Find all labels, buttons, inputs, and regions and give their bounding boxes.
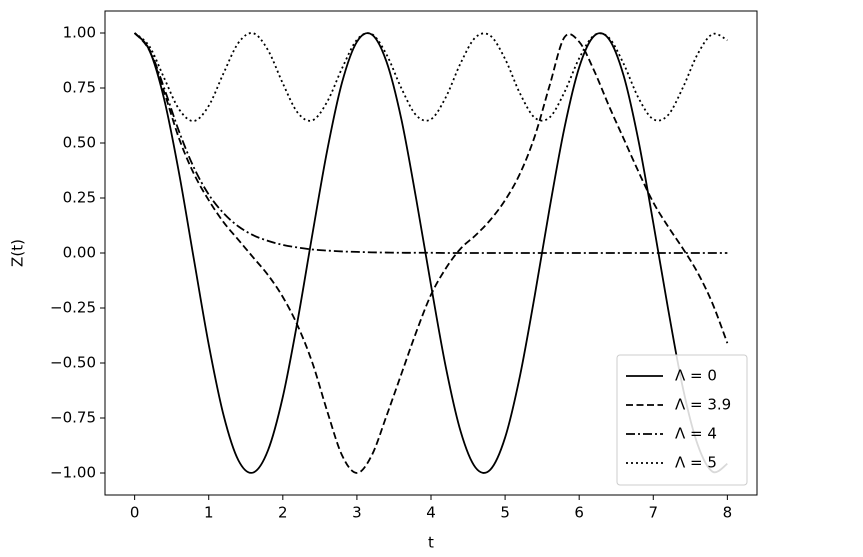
series-line xyxy=(133,32,729,474)
y-tick-label: 0.00 xyxy=(63,244,96,262)
y-tick-label: −0.25 xyxy=(50,299,96,317)
x-tick-label: 0 xyxy=(130,504,140,522)
legend-box xyxy=(616,354,748,486)
series-line xyxy=(134,32,728,122)
x-tick-label: 5 xyxy=(500,504,510,522)
y-tick-label: −0.75 xyxy=(50,409,96,427)
x-tick-label: 8 xyxy=(723,504,733,522)
plot-area xyxy=(133,32,729,474)
x-tick-label: 2 xyxy=(278,504,288,522)
legend-label: Λ = 5 xyxy=(675,454,717,472)
x-tick-label: 6 xyxy=(574,504,584,522)
x-tick-label: 3 xyxy=(352,504,362,522)
series-line xyxy=(133,32,728,474)
y-tick-label: 0.50 xyxy=(63,134,96,152)
y-tick-label: −1.00 xyxy=(50,464,96,482)
y-tick-label: 0.75 xyxy=(63,79,96,97)
y-tick-label: 0.25 xyxy=(63,189,96,207)
x-tick-label: 1 xyxy=(204,504,214,522)
y-tick-label: −0.50 xyxy=(50,354,96,372)
x-tick-label: 4 xyxy=(426,504,436,522)
y-tick-label: 1.00 xyxy=(63,24,96,42)
legend-label: Λ = 3.9 xyxy=(675,396,731,414)
y-axis-label: Z(t) xyxy=(9,239,27,267)
plot-frame xyxy=(104,10,758,496)
legend-label: Λ = 0 xyxy=(675,367,717,385)
legend-label: Λ = 4 xyxy=(675,425,717,443)
series-line xyxy=(133,32,728,254)
x-tick-label: 7 xyxy=(648,504,658,522)
x-axis-label: t xyxy=(428,534,434,552)
